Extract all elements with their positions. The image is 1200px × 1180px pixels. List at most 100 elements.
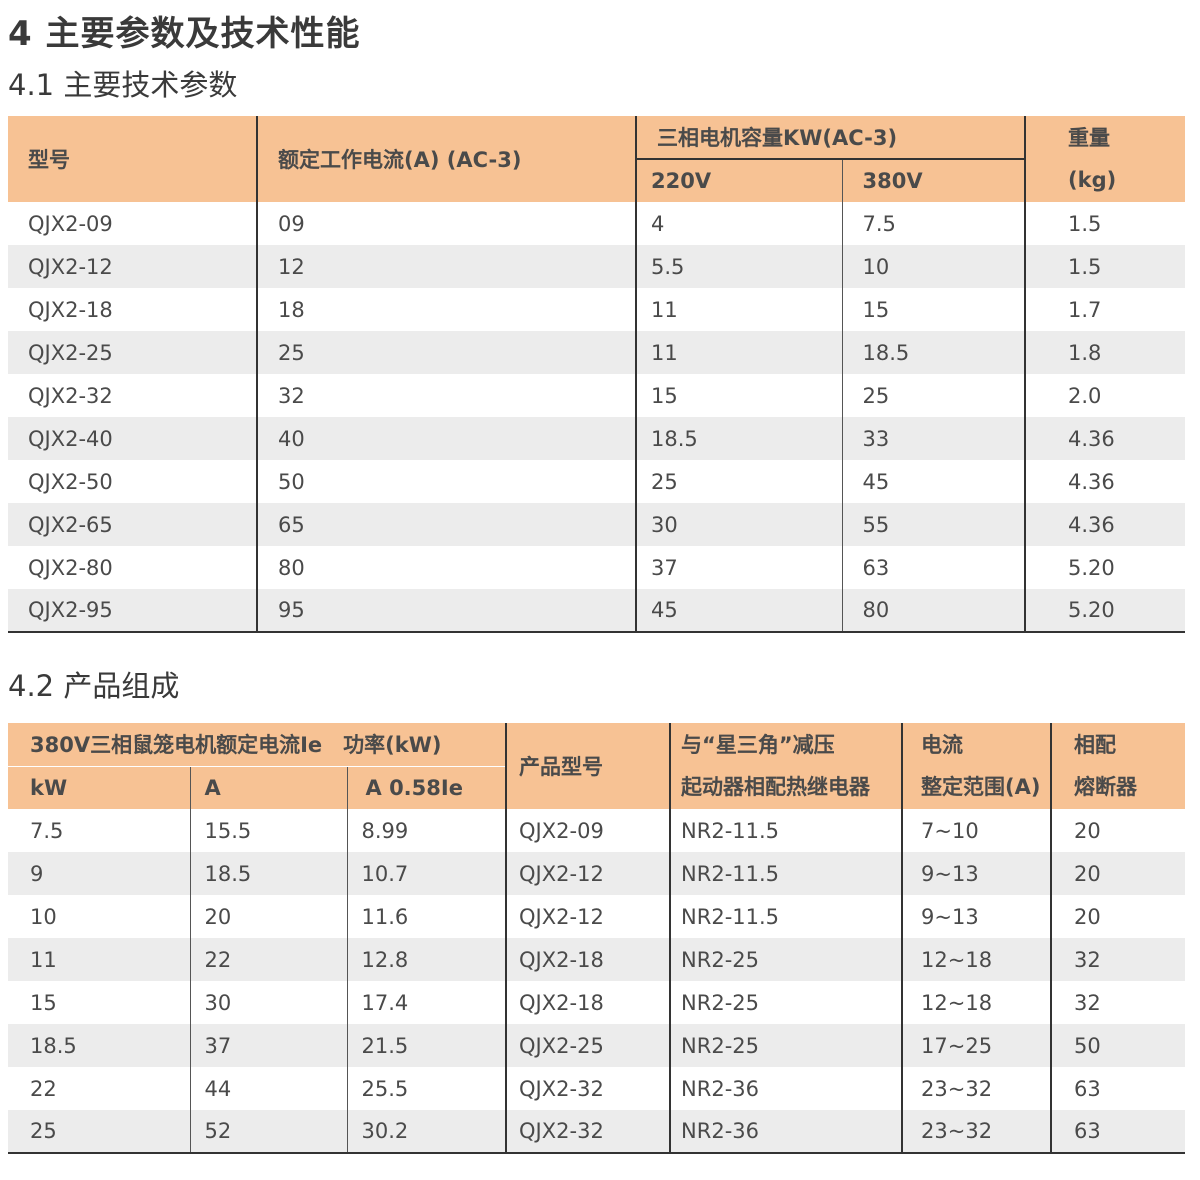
- cell-fuse: 20: [1074, 818, 1101, 843]
- cell-rated-current: 40: [257, 417, 637, 460]
- table-row: 22 44 25.5 QJX2-32 NR2-36 23~32 63: [8, 1067, 1185, 1110]
- cell-a: 15.5: [190, 809, 348, 852]
- cell-a: 20: [190, 895, 348, 938]
- cell-setting-range: 9~13: [902, 852, 1053, 895]
- cell-rated-current: 12: [257, 245, 637, 288]
- cell-capacity-380v: 63: [842, 546, 1027, 589]
- cell-model: QJX2-12: [8, 245, 258, 288]
- cell-weight: 1.5: [1068, 211, 1102, 236]
- cell-product-model: QJX2-18: [506, 981, 672, 1024]
- cell-capacity-220v: 4: [636, 202, 843, 245]
- header-kw: kW: [8, 766, 191, 809]
- cell-setting-range: 12~18: [902, 938, 1053, 981]
- cell-capacity-380v: 15: [842, 288, 1027, 331]
- cell-a-058ie: 11.6: [347, 895, 508, 938]
- cell-weight: 4.36: [1068, 469, 1115, 494]
- header-motor-capacity: 三相电机容量KW(AC-3): [636, 116, 1027, 160]
- table-row: 10 20 11.6 QJX2-12 NR2-11.5 9~13 20: [8, 895, 1185, 938]
- header-weight-line1: 重量: [1068, 126, 1111, 150]
- cell-weight: 1.8: [1025, 331, 1186, 374]
- cell-product-model: QJX2-12: [506, 852, 672, 895]
- cell-capacity-220v: 30: [636, 503, 843, 546]
- cell-capacity-380v: 18.5: [842, 331, 1027, 374]
- cell-a: 37: [190, 1024, 348, 1067]
- cell-kw: 11: [8, 938, 191, 981]
- product-composition-body: 7.5 15.5 8.99 QJX2-09 NR2-11.5 7~10 20 9 18.5 10.…: [8, 809, 1186, 1154]
- cell-weight: 1.5: [1025, 245, 1186, 288]
- header-220v: 220V: [636, 159, 843, 202]
- header-setting-range: 电流 整定范围(A): [902, 723, 1053, 809]
- table-row: 9 18.5 10.7 QJX2-12 NR2-11.5 9~13 20: [8, 852, 1186, 895]
- cell-setting-range: 7~10: [902, 809, 1053, 852]
- cell-a: 30: [190, 981, 348, 1024]
- table-row: 7.5 15.5 8.99 QJX2-09 NR2-11.5 7~10 20: [8, 809, 1185, 852]
- cell-capacity-220v: 11: [636, 331, 843, 374]
- cell-capacity-380v: 25: [842, 374, 1027, 417]
- header-a: A: [190, 766, 348, 809]
- cell-product-model: QJX2-32: [506, 1067, 672, 1110]
- cell-capacity-220v: 15: [636, 374, 843, 417]
- table-row: QJX2-50 50 25 45 4.36: [8, 460, 1185, 503]
- cell-capacity-380v: 55: [842, 503, 1027, 546]
- header-setting-range-line2: 整定范围(A): [921, 775, 1041, 799]
- header-thermal-relay-line1: 与“星三角”减压: [681, 733, 835, 757]
- cell-rated-current: 80: [257, 546, 637, 589]
- cell-model: QJX2-18: [8, 288, 258, 331]
- table-row: QJX2-40 40 18.5 33 4.36: [8, 417, 1186, 460]
- cell-capacity-220v: 5.5: [636, 245, 843, 288]
- cell-capacity-220v: 25: [636, 460, 843, 503]
- cell-fuse: 63: [1051, 1110, 1186, 1154]
- cell-rated-current: 25: [257, 331, 637, 374]
- table-row: QJX2-32 32 15 25 2.0: [8, 374, 1185, 417]
- cell-a: 44: [190, 1067, 348, 1110]
- cell-rated-current: 65: [257, 503, 637, 546]
- cell-weight: 4.36: [1025, 503, 1186, 546]
- cell-fuse: 20: [1051, 852, 1186, 895]
- header-motor-group: 380V三相鼠笼电机额定电流Ie 功率(kW): [8, 723, 508, 767]
- cell-kw: 9: [8, 852, 191, 895]
- header-a-058ie: A 0.58Ie: [347, 766, 508, 809]
- cell-rated-current: 50: [257, 460, 637, 503]
- cell-thermal-relay: NR2-11.5: [670, 809, 904, 852]
- cell-model: QJX2-25: [8, 331, 258, 374]
- cell-weight: 5.20: [1068, 555, 1115, 580]
- cell-thermal-relay: NR2-25: [670, 981, 904, 1024]
- cell-capacity-380v: 33: [842, 417, 1027, 460]
- table-row: QJX2-65 65 30 55 4.36: [8, 503, 1186, 546]
- table-row: 25 52 30.2 QJX2-32 NR2-36 23~32 63: [8, 1110, 1186, 1154]
- header-weight: 重量 (kg): [1025, 116, 1186, 202]
- cell-fuse: 20: [1074, 904, 1101, 929]
- table-row: QJX2-12 12 5.5 10 1.5: [8, 245, 1186, 288]
- cell-a-058ie: 10.7: [347, 852, 508, 895]
- cell-a-058ie: 12.8: [347, 938, 508, 981]
- cell-weight: 4.36: [1025, 417, 1186, 460]
- page-heading: 4 主要参数及技术性能: [8, 14, 361, 54]
- cell-fuse: 63: [1074, 1076, 1101, 1101]
- cell-setting-range: 17~25: [902, 1024, 1053, 1067]
- cell-model: QJX2-40: [8, 417, 258, 460]
- cell-kw: 15: [8, 981, 191, 1024]
- cell-fuse: 32: [1051, 938, 1186, 981]
- cell-a: 52: [190, 1110, 348, 1154]
- header-product-model: 产品型号: [506, 723, 672, 809]
- cell-product-model: QJX2-09: [506, 809, 672, 852]
- cell-weight: 5.20: [1025, 589, 1186, 633]
- table-row: 11 22 12.8 QJX2-18 NR2-25 12~18 32: [8, 938, 1186, 981]
- cell-thermal-relay: NR2-11.5: [670, 852, 904, 895]
- cell-a: 22: [190, 938, 348, 981]
- table-row: 18.5 37 21.5 QJX2-25 NR2-25 17~25 50: [8, 1024, 1186, 1067]
- cell-a-058ie: 17.4: [347, 981, 508, 1024]
- section-title-composition: 4.2 产品组成: [8, 669, 180, 703]
- cell-setting-range: 12~18: [902, 981, 1053, 1024]
- cell-rated-current: 09: [257, 202, 637, 245]
- table-row: QJX2-95 95 45 80 5.20: [8, 589, 1186, 633]
- header-rated-current: 额定工作电流(A) (AC-3): [257, 116, 637, 202]
- cell-rated-current: 32: [257, 374, 637, 417]
- cell-kw: 18.5: [8, 1024, 191, 1067]
- table-row: QJX2-18 18 11 15 1.7: [8, 288, 1185, 331]
- cell-setting-range: 23~32: [902, 1110, 1053, 1154]
- cell-product-model: QJX2-25: [506, 1024, 672, 1067]
- cell-capacity-220v: 18.5: [636, 417, 843, 460]
- table-row: QJX2-25 25 11 18.5 1.8: [8, 331, 1186, 374]
- header-fuse: 相配 熔断器: [1051, 723, 1186, 809]
